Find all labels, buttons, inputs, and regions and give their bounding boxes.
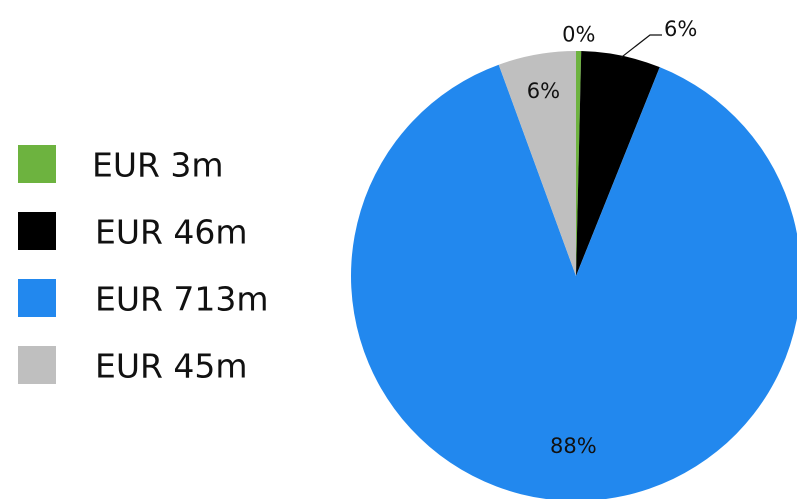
pie-slice	[351, 64, 797, 499]
legend-swatch	[18, 279, 56, 317]
legend-label: EUR 46m	[95, 213, 248, 252]
legend-swatch	[18, 212, 56, 250]
pie-slice	[576, 51, 582, 276]
slice-label: 6%	[527, 79, 560, 103]
legend-label: EUR 3m	[92, 146, 224, 185]
legend-swatch	[18, 145, 56, 183]
slice-label: 0%	[562, 22, 595, 46]
slice-label: 6%	[664, 17, 697, 41]
pie-slice	[498, 51, 576, 276]
legend-label: EUR 713m	[95, 280, 269, 319]
legend-label: EUR 45m	[95, 347, 248, 386]
leader-line	[620, 34, 662, 59]
slice-label: 88%	[550, 434, 597, 458]
pie-slice	[576, 51, 660, 277]
legend-swatch	[18, 346, 56, 384]
